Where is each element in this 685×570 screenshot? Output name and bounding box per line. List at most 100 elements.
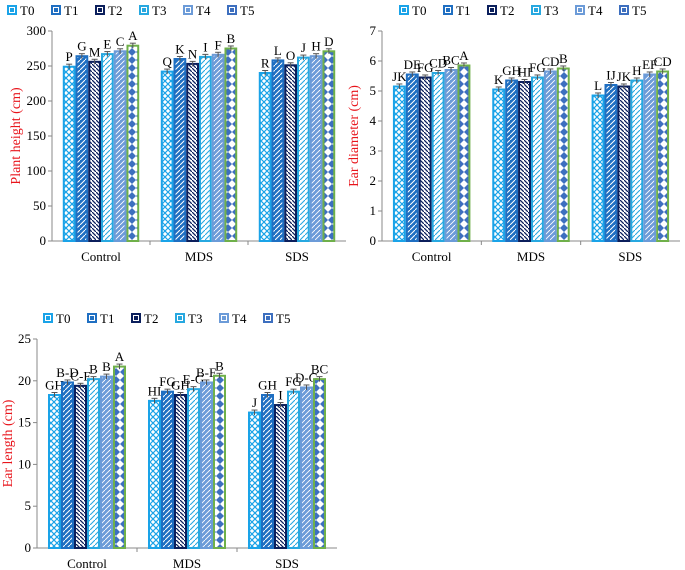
y-tick-label: 3 — [370, 143, 377, 158]
significance-label: GH — [45, 378, 64, 393]
bar-t5 — [457, 64, 471, 242]
legend-label: T5 — [276, 311, 290, 326]
significance-label: G — [77, 39, 86, 54]
legend: T0 T1 T2 T3 T4 T5 — [7, 3, 254, 18]
y-tick-label: 25 — [18, 331, 31, 346]
legend-label: T5 — [240, 3, 254, 18]
bar-t5 — [213, 374, 226, 549]
bar-t4 — [100, 375, 113, 549]
bar-t4 — [200, 381, 213, 549]
legend-label: T5 — [632, 3, 646, 18]
bar-t2 — [88, 60, 102, 242]
y-axis-title: Ear diameter (cm) — [347, 85, 362, 187]
bar-t1 — [505, 79, 519, 242]
significance-label: L — [274, 43, 282, 58]
significance-label: GH — [502, 63, 521, 78]
category-label: SDS — [618, 249, 642, 264]
significance-label: A — [459, 48, 469, 63]
significance-label: K — [175, 41, 185, 56]
legend-label: T0 — [412, 3, 426, 18]
bar-t2 — [74, 384, 87, 550]
legend-label: T2 — [108, 3, 122, 18]
category-label: MDS — [185, 249, 213, 264]
significance-label: B-D — [56, 365, 78, 380]
significance-label: FG — [529, 60, 546, 75]
bar-t4 — [113, 50, 127, 242]
bar-t0 — [48, 394, 61, 549]
significance-label: H — [632, 63, 641, 78]
significance-label: L — [594, 78, 602, 93]
y-tick-label: 1 — [370, 203, 377, 218]
legend-swatch-fill — [534, 8, 538, 12]
bar-t4 — [444, 69, 458, 242]
bar-t0 — [62, 65, 76, 242]
bar-t1 — [405, 73, 419, 242]
significance-label: CD — [429, 55, 447, 70]
significance-label: HI — [148, 383, 162, 398]
legend-label: T4 — [196, 3, 211, 18]
legend-swatch-fill — [186, 8, 190, 12]
y-tick-label: 7 — [370, 23, 377, 38]
significance-label: GH — [258, 378, 277, 393]
legend-swatch-fill — [230, 8, 234, 12]
legend-swatch-fill — [222, 316, 226, 320]
bar-t3 — [287, 390, 300, 549]
bar-t3 — [87, 378, 100, 549]
significance-label: B — [102, 359, 111, 374]
bar-t2 — [174, 394, 187, 549]
category-label: SDS — [275, 556, 299, 570]
bar-t3 — [630, 79, 644, 242]
legend-label: T2 — [144, 311, 158, 326]
significance-label: K — [494, 72, 504, 87]
bar-t1 — [161, 390, 174, 549]
bar-t1 — [271, 59, 285, 243]
significance-label: FG — [285, 374, 302, 389]
significance-label: A — [128, 28, 138, 43]
significance-label: B — [215, 358, 224, 373]
significance-label: A — [115, 349, 125, 364]
y-tick-label: 250 — [27, 58, 47, 73]
y-axis-title: Ear length (cm) — [1, 399, 16, 487]
bar-t1 — [261, 394, 274, 549]
significance-label: JK — [617, 69, 632, 84]
significance-label: M — [89, 44, 101, 59]
y-tick-label: 10 — [18, 456, 31, 471]
bar-t0 — [148, 399, 161, 550]
legend-label: T1 — [456, 3, 470, 18]
significance-label: CD — [541, 54, 559, 69]
y-tick-label: 0 — [40, 233, 47, 248]
legend-label: T3 — [188, 311, 202, 326]
legend-swatch-fill — [46, 316, 50, 320]
significance-label: Q — [162, 54, 172, 69]
significance-label: CD — [654, 54, 672, 69]
chart-panel-1: 0 50 100 150 200 250 300 Plant height (cm) Contr… — [7, 3, 346, 264]
bar-t3 — [101, 53, 114, 242]
significance-label: FG — [159, 374, 176, 389]
legend-swatch-fill — [402, 8, 406, 12]
legend-swatch-fill — [266, 316, 270, 320]
legend-swatch-fill — [578, 8, 582, 12]
y-tick-label: 50 — [33, 198, 46, 213]
legend-swatch-fill — [490, 8, 494, 12]
category-label: SDS — [285, 249, 309, 264]
legend-swatch-fill — [446, 8, 450, 12]
bar-t2 — [186, 62, 199, 243]
bar-t1 — [61, 381, 74, 549]
legend-label: T3 — [544, 3, 558, 18]
legend-swatch-fill — [54, 8, 58, 12]
legend-label: T0 — [56, 311, 70, 326]
bar-t2 — [518, 81, 532, 242]
bar-t5 — [556, 67, 570, 242]
y-tick-label: 20 — [18, 373, 31, 388]
bar-t1 — [604, 84, 618, 242]
y-tick-label: 0 — [25, 540, 32, 555]
legend-swatch-fill — [10, 8, 14, 12]
significance-label: H — [311, 39, 320, 54]
significance-label: GH — [171, 378, 190, 393]
significance-label: E-G — [183, 372, 205, 387]
bar-t2 — [274, 404, 287, 549]
bar-t5 — [113, 365, 126, 550]
